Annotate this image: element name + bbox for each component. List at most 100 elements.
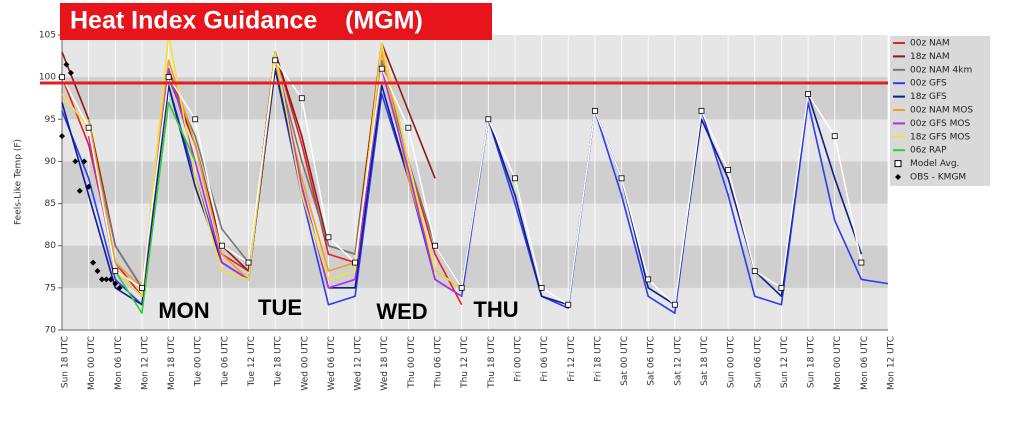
avg-marker bbox=[85, 124, 92, 131]
obs-marker bbox=[72, 158, 79, 165]
y-tick-label: 75 bbox=[45, 283, 56, 293]
legend-label: Model Avg. bbox=[910, 159, 959, 169]
avg-marker bbox=[272, 57, 279, 64]
y-tick-label: 85 bbox=[45, 199, 56, 209]
legend-label: 00z GFS bbox=[910, 79, 947, 89]
avg-marker bbox=[192, 116, 199, 123]
x-tick-label: Sun 18 UTC bbox=[61, 336, 71, 388]
series-line bbox=[114, 101, 196, 314]
avg-marker bbox=[165, 74, 172, 81]
legend-label: OBS - KMGM bbox=[910, 173, 966, 183]
day-label: THU bbox=[473, 297, 518, 322]
y-tick-label: 95 bbox=[45, 115, 56, 125]
avg-marker bbox=[858, 259, 865, 266]
x-tick-label: Sun 00 UTC bbox=[727, 336, 737, 388]
x-tick-label: Thu 18 UTC bbox=[487, 336, 497, 389]
band bbox=[62, 161, 888, 204]
obs-marker bbox=[90, 259, 97, 266]
avg-marker bbox=[512, 175, 518, 182]
legend-label: 00z NAM MOS bbox=[910, 106, 973, 116]
obs-marker bbox=[59, 133, 65, 140]
y-tick-label: 100 bbox=[39, 73, 56, 83]
x-tick-label: Mon 06 UTC bbox=[860, 336, 870, 390]
legend-label: 00z GFS MOS bbox=[910, 119, 970, 129]
x-tick-label: Mon 12 UTC bbox=[887, 336, 897, 390]
x-tick-label: Sun 12 UTC bbox=[780, 336, 790, 388]
avg-marker bbox=[645, 276, 652, 283]
x-tick-label: Thu 06 UTC bbox=[434, 336, 444, 389]
avg-marker bbox=[805, 91, 811, 97]
avg-marker bbox=[485, 116, 492, 123]
avg-marker bbox=[751, 268, 758, 274]
x-tick-label: Thu 00 UTC bbox=[407, 336, 417, 389]
avg-marker bbox=[325, 234, 332, 241]
x-tick-label: Wed 12 UTC bbox=[354, 336, 364, 391]
legend-box bbox=[890, 36, 990, 186]
x-tick-label: Thu 12 UTC bbox=[460, 336, 470, 389]
x-tick-label: Tue 06 UTC bbox=[220, 336, 230, 387]
obs-marker bbox=[116, 284, 123, 291]
y-axis-label: Feels-Like Temp (F) bbox=[14, 139, 24, 225]
x-tick-label: Sat 12 UTC bbox=[673, 336, 683, 386]
legend-swatch bbox=[894, 160, 902, 168]
x-tick-label: Mon 06 UTC bbox=[114, 336, 124, 390]
x-tick-label: Fri 00 UTC bbox=[513, 336, 523, 382]
avg-marker bbox=[592, 107, 598, 114]
y-tick-label: 105 bbox=[39, 31, 56, 41]
legend-label: 18z GFS MOS bbox=[910, 132, 970, 142]
avg-marker bbox=[618, 175, 625, 182]
obs-marker bbox=[81, 158, 88, 165]
x-tick-label: Mon 00 UTC bbox=[833, 336, 843, 390]
avg-marker bbox=[245, 259, 252, 266]
avg-marker bbox=[352, 259, 358, 266]
x-tick-label: Mon 12 UTC bbox=[140, 336, 150, 390]
avg-marker bbox=[671, 301, 678, 308]
avg-marker bbox=[698, 107, 705, 114]
y-tick-label: 80 bbox=[45, 241, 57, 251]
x-tick-label: Wed 06 UTC bbox=[327, 336, 337, 391]
band bbox=[62, 245, 888, 288]
x-tick-label: Sun 18 UTC bbox=[807, 336, 817, 388]
x-tick-label: Tue 00 UTC bbox=[194, 336, 204, 387]
x-tick-label: Wed 18 UTC bbox=[380, 336, 390, 391]
obs-marker bbox=[85, 183, 92, 190]
day-label: MON bbox=[158, 298, 209, 323]
plot-area: Sun 18 UTC Mon 00 UTC Mon 06 UTC Mon 12 UTC… bbox=[39, 31, 897, 391]
obs-marker bbox=[76, 187, 83, 194]
obs-marker bbox=[112, 280, 119, 287]
x-tick-label: Tue 18 UTC bbox=[274, 336, 284, 387]
x-tick-label: Wed 00 UTC bbox=[300, 336, 310, 391]
obs-marker bbox=[103, 276, 110, 283]
legend-label: 00z NAM bbox=[910, 39, 950, 49]
x-tick-label: Sat 00 UTC bbox=[620, 336, 630, 386]
day-label: TUE bbox=[258, 295, 302, 320]
title-box bbox=[60, 3, 492, 40]
avg-marker bbox=[378, 65, 385, 72]
legend-swatch bbox=[895, 174, 901, 180]
y-tick-label: 70 bbox=[45, 326, 57, 336]
avg-marker bbox=[218, 242, 225, 249]
avg-marker bbox=[778, 284, 785, 291]
legend-label: 18z NAM bbox=[910, 52, 950, 62]
avg-marker bbox=[298, 95, 305, 102]
obs-marker bbox=[67, 69, 74, 76]
avg-marker bbox=[831, 133, 838, 140]
avg-marker bbox=[59, 74, 65, 81]
avg-marker bbox=[139, 284, 145, 291]
avg-marker bbox=[432, 242, 438, 249]
avg-marker bbox=[405, 124, 412, 131]
x-tick-label: Sat 18 UTC bbox=[700, 336, 710, 386]
avg-marker bbox=[565, 301, 572, 308]
x-tick-label: Sun 06 UTC bbox=[753, 336, 763, 388]
legend-label: 18z GFS bbox=[910, 92, 947, 102]
avg-marker bbox=[112, 268, 119, 274]
x-tick-label: Fri 12 UTC bbox=[567, 336, 577, 382]
x-tick-label: Tue 12 UTC bbox=[247, 336, 257, 387]
obs-marker bbox=[98, 276, 105, 283]
avg-marker bbox=[725, 166, 732, 173]
avg-marker bbox=[458, 284, 465, 291]
chart-title: Heat Index Guidance (MGM) bbox=[70, 7, 423, 35]
x-tick-label: Mon 18 UTC bbox=[167, 336, 177, 390]
x-tick-label: Mon 00 UTC bbox=[87, 336, 97, 390]
